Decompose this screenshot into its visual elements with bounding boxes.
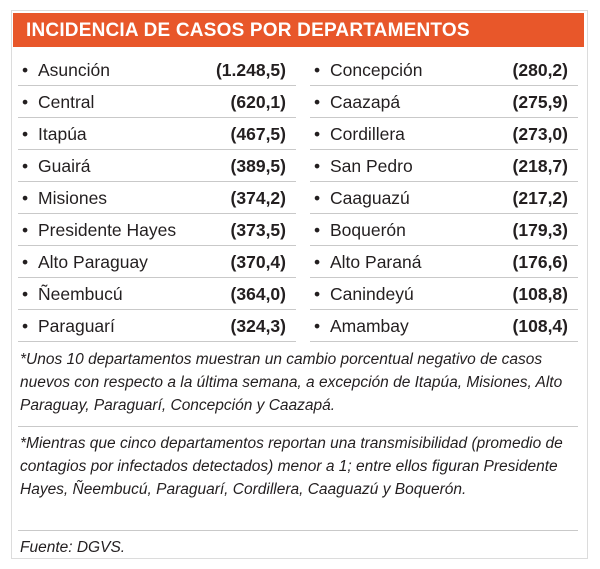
bullet: •: [22, 284, 29, 304]
department-name: Cordillera: [330, 124, 405, 144]
bullet: •: [22, 124, 29, 144]
department-value: (108,4): [512, 316, 568, 336]
department-value: (108,8): [512, 284, 568, 304]
department-name: Asunción: [38, 60, 110, 80]
table-row: • Canindeyú (108,8): [310, 278, 578, 310]
table-row: • Alto Paraná (176,6): [310, 246, 578, 278]
table-row: • Cordillera (273,0): [310, 118, 578, 150]
bullet: •: [22, 316, 29, 336]
department-value: (374,2): [230, 188, 286, 208]
divider: [18, 530, 578, 531]
department-value: (370,4): [230, 252, 286, 272]
department-name: Ñeembucú: [38, 284, 123, 304]
department-name: San Pedro: [330, 156, 413, 176]
table-row: • Asunción (1.248,5): [18, 54, 296, 86]
bullet: •: [314, 188, 321, 208]
source-note: Fuente: DGVS.: [20, 539, 126, 556]
department-value: (389,5): [230, 156, 286, 176]
department-name: Guairá: [38, 156, 91, 176]
department-value: (373,5): [230, 220, 286, 240]
table-row: • Itapúa (467,5): [18, 118, 296, 150]
department-name: Canindeyú: [330, 284, 414, 304]
bullet: •: [22, 220, 29, 240]
bullet: •: [22, 156, 29, 176]
department-value: (218,7): [512, 156, 568, 176]
bullet: •: [22, 188, 29, 208]
title-bar: [13, 13, 584, 47]
table-row: • Caaguazú (217,2): [310, 182, 578, 214]
table-row: • Guairá (389,5): [18, 150, 296, 182]
department-name: Presidente Hayes: [38, 220, 177, 240]
table-title: INCIDENCIA DE CASOS POR DEPARTAMENTOS: [26, 20, 470, 41]
bullet: •: [314, 316, 321, 336]
bullet: •: [314, 124, 321, 144]
department-name: Misiones: [38, 188, 108, 208]
department-value: (179,3): [512, 220, 568, 240]
table-frame: [11, 10, 588, 559]
bullet: •: [22, 60, 29, 80]
bullet: •: [314, 60, 321, 80]
department-name: Caazapá: [330, 92, 401, 112]
footnote-negative-change: *Unos 10 departamentos muestran un cambi…: [20, 351, 563, 414]
table-row: • Boquerón (179,3): [310, 214, 578, 246]
bullet: •: [314, 92, 321, 112]
department-name: Central: [38, 92, 95, 112]
table-row: • Ñeembucú (364,0): [18, 278, 296, 310]
table-row: • Central (620,1): [18, 86, 296, 118]
department-name: Boquerón: [330, 220, 406, 240]
department-name: Paraguarí: [38, 316, 115, 336]
bullet: •: [314, 156, 321, 176]
bullet: •: [22, 252, 29, 272]
department-name: Amambay: [330, 316, 409, 336]
footnote-transmissibility: *Mientras que cinco departamentos report…: [20, 435, 563, 498]
department-name: Caaguazú: [330, 188, 410, 208]
department-name: Concepción: [330, 60, 423, 80]
table-row: • Presidente Hayes (373,5): [18, 214, 296, 246]
department-name: Alto Paraguay: [38, 252, 148, 272]
table-row: • Paraguarí (324,3): [18, 310, 296, 342]
bullet: •: [314, 284, 321, 304]
department-value: (273,0): [512, 124, 568, 144]
department-name: Alto Paraná: [330, 252, 422, 272]
department-value: (275,9): [512, 92, 568, 112]
table-row: • Alto Paraguay (370,4): [18, 246, 296, 278]
department-value: (280,2): [512, 60, 568, 80]
department-value: (364,0): [230, 284, 286, 304]
table-row: • Misiones (374,2): [18, 182, 296, 214]
table-row: • Amambay (108,4): [310, 310, 578, 342]
bullet: •: [22, 92, 29, 112]
department-name: Itapúa: [38, 124, 87, 144]
department-value: (620,1): [230, 92, 286, 112]
department-value: (324,3): [230, 316, 286, 336]
department-value: (1.248,5): [215, 60, 286, 80]
bullet: •: [314, 220, 321, 240]
divider: [18, 426, 578, 427]
table-row: • Concepción (280,2): [310, 54, 578, 86]
department-value: (217,2): [512, 188, 568, 208]
department-value: (176,6): [512, 252, 568, 272]
table-row: • San Pedro (218,7): [310, 150, 578, 182]
department-value: (467,5): [230, 124, 286, 144]
bullet: •: [314, 252, 321, 272]
table-row: • Caazapá (275,9): [310, 86, 578, 118]
